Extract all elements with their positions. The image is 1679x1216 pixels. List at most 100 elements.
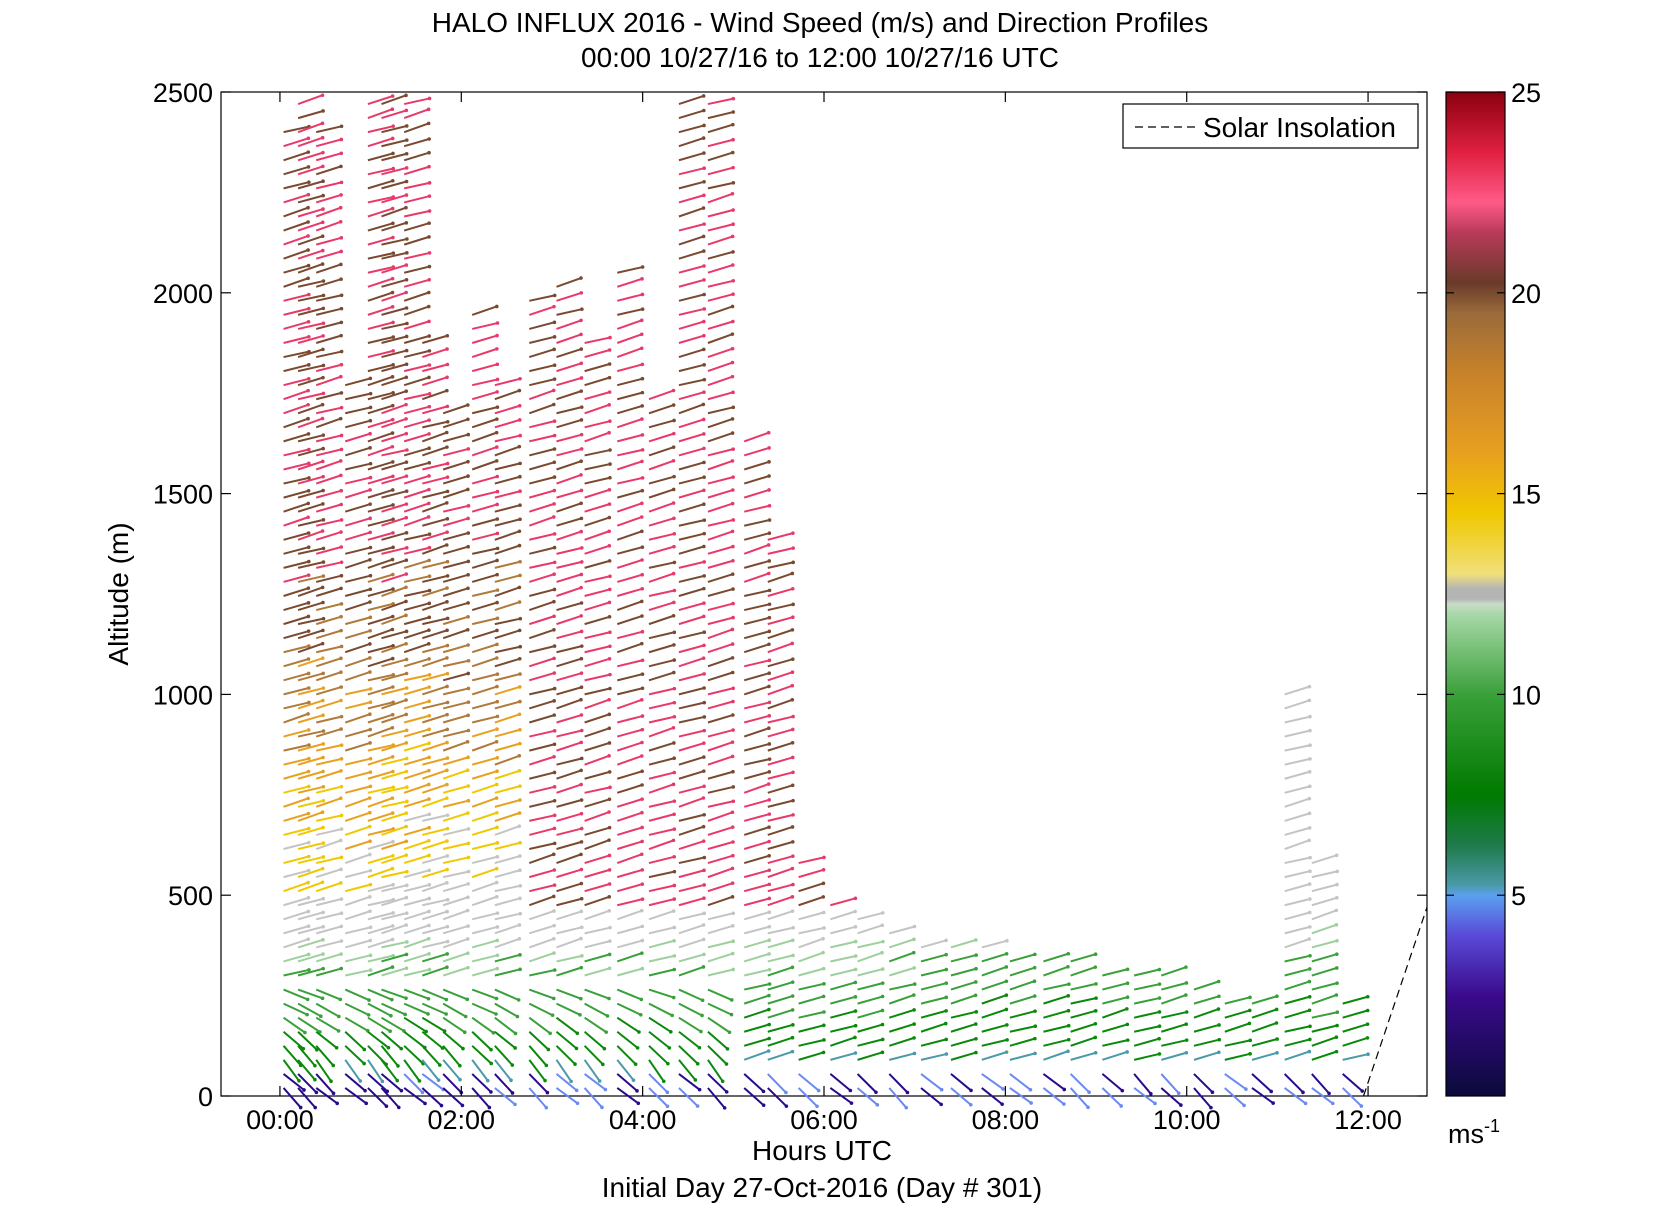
wind-vector (528, 615, 555, 626)
wind-vector (555, 1045, 576, 1065)
wind-vector-head (1210, 1090, 1215, 1095)
wind-vector-head (1216, 979, 1221, 984)
wind-vector (283, 744, 310, 752)
wind-vector (442, 896, 469, 907)
wind-vector (678, 235, 704, 246)
wind-vector-head (320, 585, 325, 590)
wind-vector-head (321, 896, 326, 901)
wind-vector (767, 628, 793, 640)
wind-vector (297, 434, 324, 443)
wind-vector-head (404, 278, 409, 282)
wind-vector (297, 208, 324, 218)
wind-vector (494, 869, 521, 879)
wind-vector-head (427, 150, 431, 155)
wind-vector-head (639, 332, 644, 337)
wind-vector (442, 769, 469, 780)
wind-vector-head (702, 784, 706, 789)
wind-vector (344, 476, 371, 485)
wind-vector-head (672, 544, 676, 549)
wind-vector (471, 881, 498, 893)
wind-vector-head (702, 560, 707, 564)
wind-vector (678, 897, 705, 907)
wind-vector (678, 152, 705, 162)
wind-vector (743, 672, 770, 682)
wind-vector (316, 744, 342, 752)
wind-vector (920, 996, 947, 1005)
wind-vector-head (552, 293, 557, 298)
x-axis-label: Hours UTC (752, 1135, 892, 1166)
wind-vector-head (445, 796, 449, 800)
wind-vector (1311, 1024, 1338, 1033)
wind-vector-head (427, 221, 431, 225)
wind-vector (403, 392, 430, 401)
wind-vector-head (466, 728, 471, 733)
wind-vector (283, 910, 309, 921)
wind-vector-head (466, 686, 471, 691)
wind-vector (421, 741, 448, 752)
wind-vector (707, 1016, 731, 1034)
wind-vector-head (1365, 994, 1370, 999)
wind-vector (297, 94, 323, 105)
wind-vector (1224, 1087, 1245, 1107)
wind-vector-head (579, 361, 584, 366)
wind-vector (315, 263, 342, 274)
wind-vector-head (702, 193, 706, 198)
wind-vector (297, 447, 324, 457)
wind-vector-head (731, 840, 735, 844)
wind-vector (283, 293, 310, 302)
wind-vector (403, 364, 430, 373)
wind-vector (767, 671, 793, 682)
wind-vector-head (580, 560, 584, 564)
wind-vector (798, 1011, 825, 1019)
wind-vector (403, 195, 430, 204)
wind-vector-head (368, 784, 373, 789)
wind-vector (1133, 1073, 1152, 1095)
wind-vector (403, 657, 430, 668)
wind-vector (297, 122, 323, 134)
wind-vector-head (495, 810, 499, 815)
wind-vector-head (1247, 1021, 1252, 1026)
wind-vector (767, 883, 794, 893)
wind-vector-head (1093, 1009, 1098, 1013)
wind-vector (830, 1036, 856, 1047)
wind-vector-head (1086, 1105, 1090, 1110)
wind-vector (494, 544, 520, 555)
wind-vector (297, 1016, 321, 1033)
wind-vector-head (1334, 966, 1339, 970)
wind-vector (798, 951, 824, 963)
wind-vector-head (404, 402, 408, 407)
wind-vector (380, 1016, 405, 1032)
wind-vector (584, 588, 611, 597)
wind-vector (421, 713, 448, 724)
wind-vector (767, 1008, 793, 1019)
wind-vector-head (1066, 964, 1070, 969)
wind-vector-head (579, 840, 584, 844)
wind-vector (556, 362, 582, 373)
wind-vector (556, 988, 582, 1000)
wind-vector (283, 785, 310, 794)
wind-vector-head (672, 560, 677, 565)
wind-vector-head (391, 911, 395, 915)
wind-vector-head (427, 713, 432, 718)
wind-vector (857, 982, 883, 991)
wind-vector-head (604, 1030, 609, 1034)
wind-vector-head (672, 588, 677, 593)
wind-vector-head (550, 1013, 555, 1018)
wind-vector (1009, 1037, 1036, 1047)
wind-vector (367, 475, 394, 485)
wind-vector (315, 459, 342, 471)
wind-vector (494, 769, 520, 780)
wind-vector-head (701, 796, 706, 800)
wind-vector (494, 953, 521, 963)
wind-vector-head (404, 756, 409, 761)
wind-vector (283, 797, 309, 808)
wind-vector (981, 952, 1007, 963)
wind-vector (1284, 729, 1311, 738)
wind-vector (798, 868, 824, 879)
wind-vector (920, 1053, 947, 1061)
wind-vector-head (672, 516, 676, 521)
wind-vector (381, 940, 408, 949)
wind-vector-head (368, 868, 373, 873)
wind-vector-head (1308, 925, 1312, 929)
